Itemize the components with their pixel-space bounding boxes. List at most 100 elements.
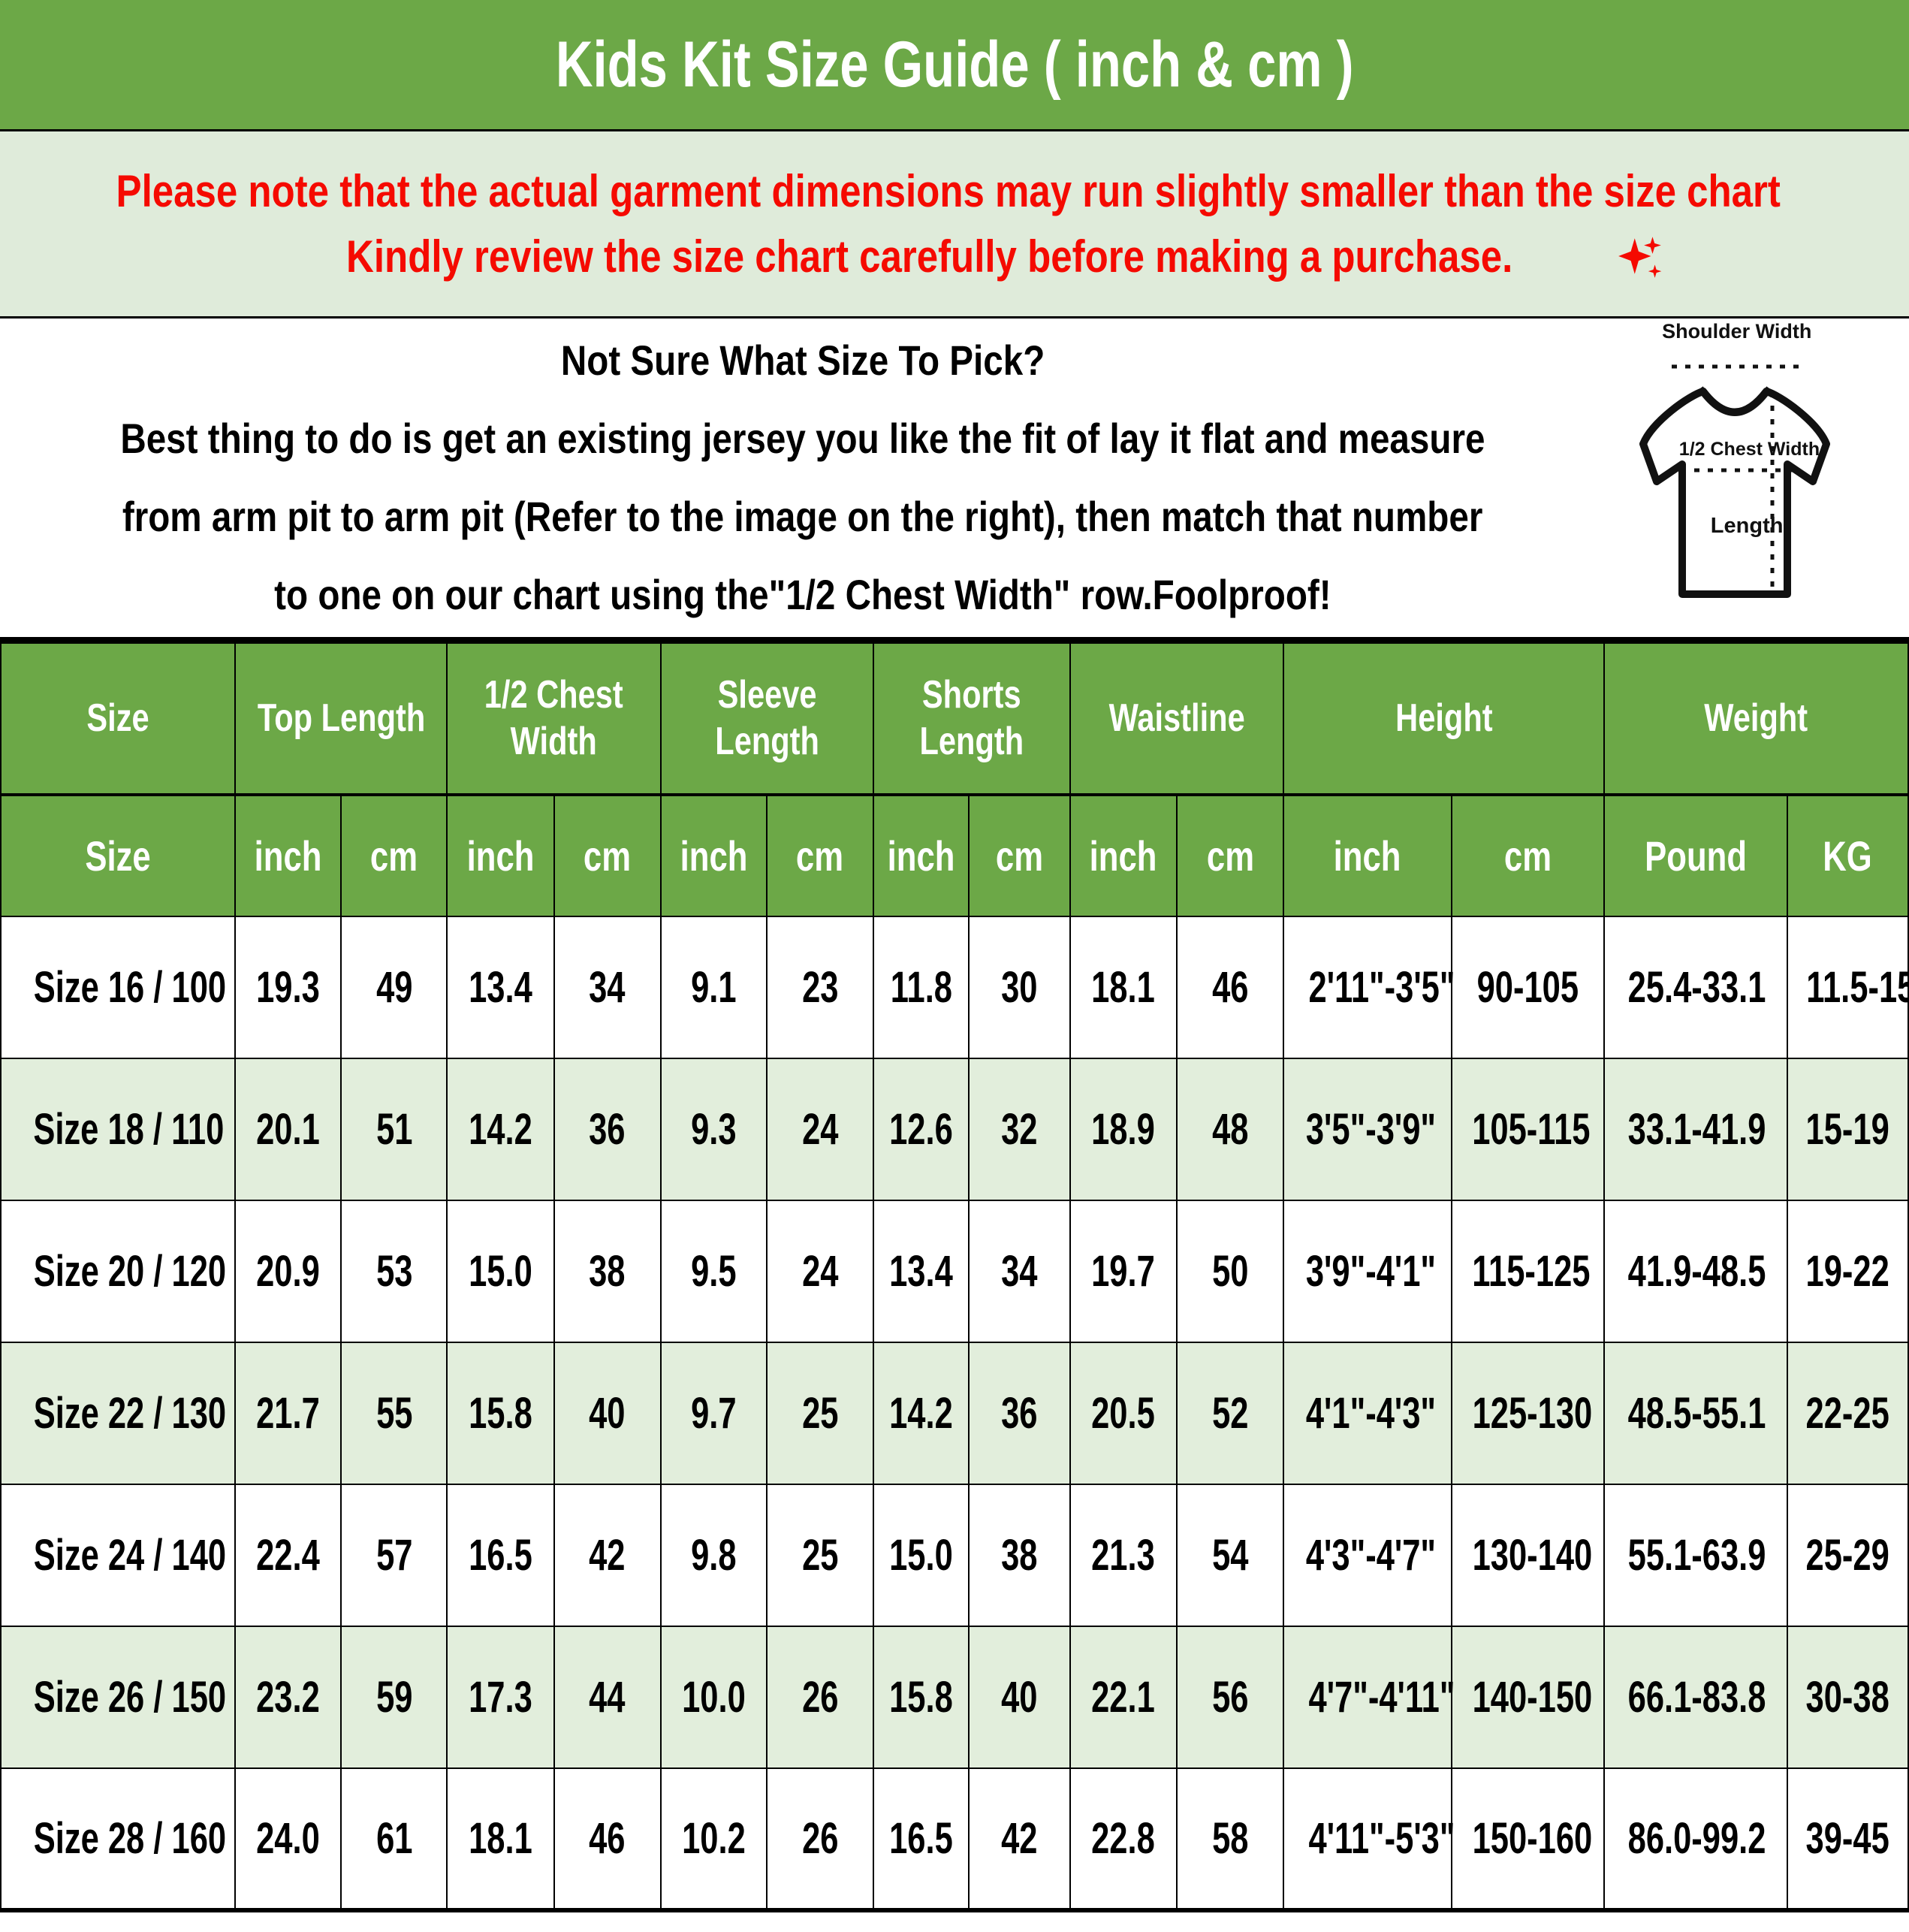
value-cell: 16.5 bbox=[446, 1484, 555, 1627]
table-row: Size 16 / 100 19.3 49 13.4 34 9.1 23 11.8 30 18.1… bbox=[0, 916, 1909, 1059]
value-cell: 48.5-55.1 bbox=[1603, 1342, 1788, 1485]
value-cell: 24.0 bbox=[234, 1767, 342, 1911]
value-cell: 15.0 bbox=[446, 1200, 555, 1343]
value-cell: 22-25 bbox=[1786, 1342, 1909, 1485]
value-cell: 2'11"-3'5" bbox=[1283, 916, 1455, 1059]
size-guide-table: Size Top Length 1/2 Chest Width Sleeve Leng… bbox=[0, 640, 1909, 1912]
value-cell: 20.9 bbox=[234, 1200, 342, 1343]
value-cell: 15.8 bbox=[873, 1626, 970, 1769]
value-cell: 30-38 bbox=[1786, 1626, 1909, 1769]
column-unit-header: inch bbox=[446, 794, 555, 917]
value-cell: 32 bbox=[968, 1058, 1071, 1201]
value-cell: 105-115 bbox=[1450, 1058, 1605, 1201]
value-cell: 48 bbox=[1175, 1058, 1285, 1201]
value-cell: 23 bbox=[765, 916, 875, 1059]
value-cell: 14.2 bbox=[446, 1058, 555, 1201]
notice-text-1: Please note that the actual garment dime… bbox=[116, 166, 1781, 216]
size-cell: Size 18 / 110 bbox=[0, 1058, 237, 1201]
value-cell: 19.3 bbox=[234, 916, 342, 1059]
shoulder-width-label: Shoulder Width bbox=[1662, 320, 1812, 343]
value-cell: 10.0 bbox=[659, 1626, 768, 1769]
value-cell: 25.4-33.1 bbox=[1603, 916, 1788, 1059]
column-group-header: Waistline bbox=[1069, 641, 1285, 795]
value-cell: 54 bbox=[1175, 1484, 1285, 1627]
column-group-header: Sleeve Length bbox=[659, 641, 875, 795]
header-unit-row: Size inch cm inch cm inch cm inch cm inch cm inch cm… bbox=[0, 794, 1909, 917]
value-cell: 30 bbox=[968, 916, 1071, 1059]
value-cell: 66.1-83.8 bbox=[1603, 1626, 1788, 1769]
value-cell: 20.5 bbox=[1069, 1342, 1178, 1485]
value-cell: 4'3"-4'7" bbox=[1283, 1484, 1452, 1627]
info-line-2: Best thing to do is get an existing jers… bbox=[120, 415, 1485, 462]
column-unit-header: Size bbox=[0, 794, 237, 917]
value-cell: 9.7 bbox=[659, 1342, 768, 1485]
column-group-header: Shorts Length bbox=[873, 641, 1071, 795]
value-cell: 17.3 bbox=[446, 1626, 555, 1769]
value-cell: 9.3 bbox=[659, 1058, 768, 1201]
chest-width-label: 1/2 Chest Width bbox=[1678, 439, 1820, 460]
value-cell: 3'5"-3'9" bbox=[1283, 1058, 1452, 1201]
value-cell: 24 bbox=[765, 1200, 875, 1343]
value-cell: 15.8 bbox=[446, 1342, 555, 1485]
value-cell: 50 bbox=[1175, 1200, 1285, 1343]
value-cell: 3'9"-4'1" bbox=[1283, 1200, 1452, 1343]
value-cell: 22.1 bbox=[1069, 1626, 1178, 1769]
value-cell: 13.4 bbox=[446, 916, 555, 1059]
value-cell: 49 bbox=[340, 916, 448, 1059]
value-cell: 53 bbox=[340, 1200, 448, 1343]
value-cell: 9.8 bbox=[659, 1484, 768, 1627]
column-group-header: Height bbox=[1283, 641, 1605, 795]
value-cell: 59 bbox=[340, 1626, 448, 1769]
value-cell: 24 bbox=[765, 1058, 875, 1201]
value-cell: 21.7 bbox=[234, 1342, 342, 1485]
size-cell: Size 26 / 150 bbox=[0, 1626, 237, 1769]
value-cell: 14.2 bbox=[873, 1342, 970, 1485]
value-cell: 11.5-15 bbox=[1786, 916, 1909, 1059]
value-cell: 36 bbox=[553, 1058, 662, 1201]
value-cell: 18.1 bbox=[446, 1767, 555, 1911]
info-text: Not Sure What Size To Pick? Best thing t… bbox=[0, 321, 1606, 634]
column-group-header: Weight bbox=[1603, 641, 1909, 795]
value-cell: 55.1-63.9 bbox=[1603, 1484, 1788, 1627]
value-cell: 56 bbox=[1175, 1626, 1285, 1769]
value-cell: 11.8 bbox=[873, 916, 970, 1059]
value-cell: 19-22 bbox=[1786, 1200, 1909, 1343]
value-cell: 38 bbox=[968, 1484, 1071, 1627]
size-cell: Size 20 / 120 bbox=[0, 1200, 237, 1343]
value-cell: 140-150 bbox=[1450, 1626, 1605, 1769]
value-cell: 42 bbox=[968, 1767, 1071, 1911]
value-cell: 19.7 bbox=[1069, 1200, 1178, 1343]
tshirt-measurement-diagram: Shoulder Width 1/2 Chest Width Length bbox=[1606, 320, 1909, 635]
value-cell: 44 bbox=[553, 1626, 662, 1769]
size-cell: Size 16 / 100 bbox=[0, 916, 237, 1059]
page-title: Kids Kit Size Guide ( inch & cm ) bbox=[555, 28, 1354, 101]
value-cell: 34 bbox=[968, 1200, 1071, 1343]
value-cell: 125-130 bbox=[1450, 1342, 1605, 1485]
value-cell: 26 bbox=[765, 1767, 875, 1911]
value-cell: 46 bbox=[1175, 916, 1285, 1059]
column-unit-header: cm bbox=[765, 794, 875, 917]
value-cell: 55 bbox=[340, 1342, 448, 1485]
value-cell: 25-29 bbox=[1786, 1484, 1909, 1627]
value-cell: 4'7"-4'11" bbox=[1283, 1626, 1455, 1769]
column-unit-header: inch bbox=[1283, 794, 1452, 917]
value-cell: 40 bbox=[553, 1342, 662, 1485]
table-row: Size 18 / 110 20.1 51 14.2 36 9.3 24 12.6 32 18.9… bbox=[0, 1058, 1909, 1201]
info-heading: Not Sure What Size To Pick? bbox=[560, 337, 1045, 384]
table-row: Size 22 / 130 21.7 55 15.8 40 9.7 25 14.2 36 20.5… bbox=[0, 1342, 1909, 1485]
value-cell: 38 bbox=[553, 1200, 662, 1343]
notice-banner: Please note that the actual garment dime… bbox=[0, 131, 1909, 318]
tshirt-icon bbox=[1639, 364, 1830, 598]
value-cell: 10.2 bbox=[659, 1767, 768, 1911]
value-cell: 150-160 bbox=[1450, 1767, 1605, 1911]
value-cell: 39-45 bbox=[1786, 1767, 1909, 1911]
value-cell: 41.9-48.5 bbox=[1603, 1200, 1788, 1343]
value-cell: 4'1"-4'3" bbox=[1283, 1342, 1452, 1485]
column-group-header: Top Length bbox=[234, 641, 448, 795]
column-unit-header: inch bbox=[873, 794, 970, 917]
value-cell: 25 bbox=[765, 1484, 875, 1627]
value-cell: 42 bbox=[553, 1484, 662, 1627]
notice-text-2: Kindly review the size chart carefully b… bbox=[346, 231, 1513, 282]
value-cell: 15-19 bbox=[1786, 1058, 1909, 1201]
table-row: Size 24 / 140 22.4 57 16.5 42 9.8 25 15.0 38 21.3… bbox=[0, 1484, 1909, 1627]
